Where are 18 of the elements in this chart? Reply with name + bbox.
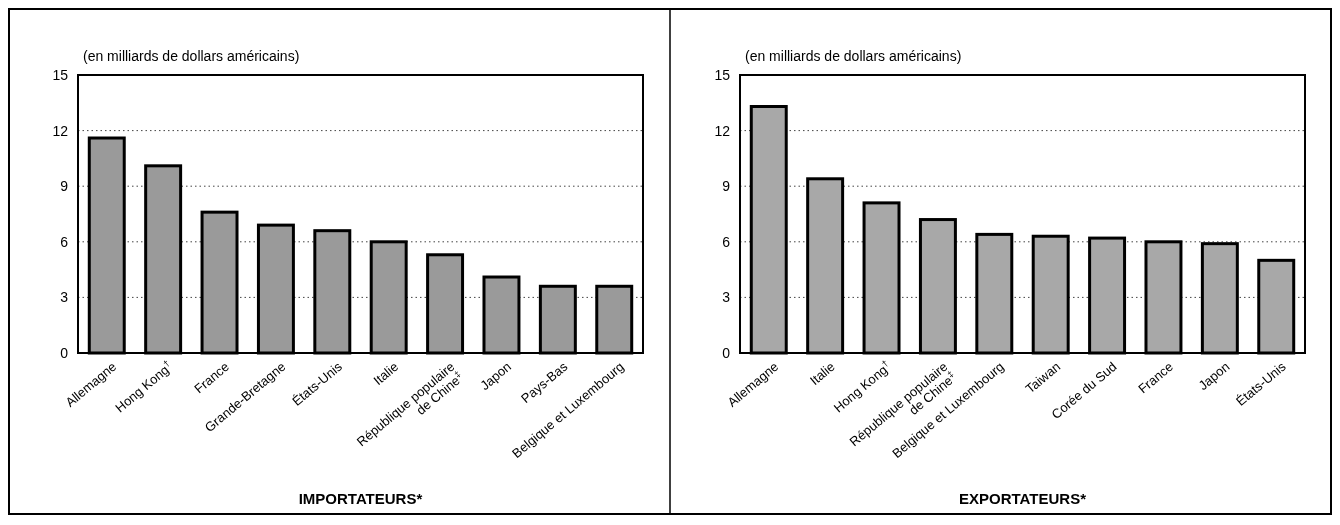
y-tick-label: 9 xyxy=(60,178,69,195)
y-tick-label: 3 xyxy=(60,289,69,306)
y-tick-label: 9 xyxy=(722,178,731,195)
y-tick-label: 6 xyxy=(722,233,731,250)
y-tick-label: 15 xyxy=(714,67,731,83)
y-tick-label: 12 xyxy=(714,122,731,139)
y-tick-label: 6 xyxy=(60,233,69,250)
x-tick-label: Italie xyxy=(806,358,838,389)
x-axis-title: IMPORTATEURS* xyxy=(298,490,423,507)
y-tick-label: 0 xyxy=(60,345,69,361)
y-axis-title: (en milliards de dollars américains) xyxy=(745,48,962,64)
y-tick-label: 15 xyxy=(52,67,69,83)
y-tick-label: 12 xyxy=(52,122,69,139)
y-tick-label: 3 xyxy=(722,289,731,306)
x-axis-title: EXPORTATEURS* xyxy=(959,490,1087,507)
y-axis-title: (en milliards de dollars américains) xyxy=(83,48,300,64)
x-tick-label: Italie xyxy=(370,358,402,389)
y-tick-label: 0 xyxy=(722,345,731,361)
